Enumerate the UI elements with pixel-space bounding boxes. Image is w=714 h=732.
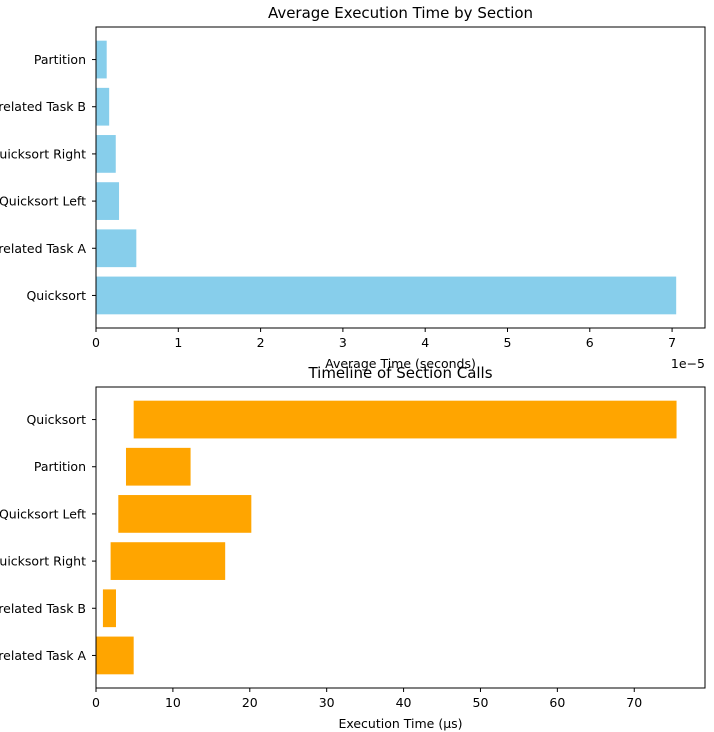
y-tick-label: Partition xyxy=(34,52,86,67)
x-tick-label: 0 xyxy=(92,695,100,710)
x-tick-label: 6 xyxy=(586,335,594,350)
bar-partition xyxy=(96,40,107,79)
average-time-chart: Quicksort Unrelated Task A Quicksort Left Q… xyxy=(0,4,706,371)
bar-quicksort-right xyxy=(96,135,116,173)
x-tick-label: 2 xyxy=(257,335,265,350)
chart-title: Average Execution Time by Section xyxy=(268,4,533,22)
bar-unrelated-task-b xyxy=(96,87,110,126)
bar-partition xyxy=(125,447,191,486)
x-tick-label: 10 xyxy=(165,695,181,710)
x-tick-label: 7 xyxy=(668,335,676,350)
bar-quicksort xyxy=(96,276,677,315)
y-tick-label: Quicksort xyxy=(26,412,86,427)
x-tick-label: 3 xyxy=(339,335,347,350)
x-tick-label: 5 xyxy=(504,335,512,350)
x-tick-label: 60 xyxy=(549,695,565,710)
x-tick-label: 40 xyxy=(396,695,412,710)
x-tick-label: 0 xyxy=(92,335,100,350)
bar-quicksort-left xyxy=(118,495,252,533)
timeline-chart: Unrelated Task A Unrelated Task B Quicksor… xyxy=(0,364,706,731)
y-tick-label: Quicksort xyxy=(26,288,86,303)
x-tick-label: 1 xyxy=(174,335,182,350)
bar-unrelated-task-a xyxy=(96,636,134,675)
bar-quicksort-left xyxy=(96,182,120,220)
y-tick-label: Unrelated Task A xyxy=(0,648,86,663)
x-axis-label: Average Time (seconds) xyxy=(325,356,476,371)
y-tick-label: Partition xyxy=(34,459,86,474)
y-tick-label: Quicksort Right xyxy=(0,146,86,161)
plot-frame xyxy=(95,26,706,329)
x-tick-label: 50 xyxy=(473,695,489,710)
x-tick-label: 30 xyxy=(319,695,335,710)
bar-quicksort xyxy=(133,400,677,439)
bar-unrelated-task-b xyxy=(102,589,116,628)
bar-unrelated-task-a xyxy=(96,229,137,268)
plot-frame xyxy=(95,386,706,689)
y-tick-label: Unrelated Task B xyxy=(0,601,86,616)
y-tick-label: Quicksort Left xyxy=(0,194,86,209)
y-tick-label: Quicksort Right xyxy=(0,554,86,569)
y-tick-label: Quicksort Left xyxy=(0,506,86,521)
y-tick-label: Unrelated Task B xyxy=(0,99,86,114)
x-offset-label: 1e−5 xyxy=(671,356,705,371)
chart-title: Timeline of Section Calls xyxy=(307,364,492,382)
y-tick-label: Unrelated Task A xyxy=(0,241,86,256)
bar-quicksort-right xyxy=(110,542,226,580)
x-axis-label: Execution Time (µs) xyxy=(338,716,462,731)
x-tick-label: 70 xyxy=(626,695,642,710)
x-tick-label: 20 xyxy=(242,695,258,710)
x-tick-label: 4 xyxy=(421,335,429,350)
